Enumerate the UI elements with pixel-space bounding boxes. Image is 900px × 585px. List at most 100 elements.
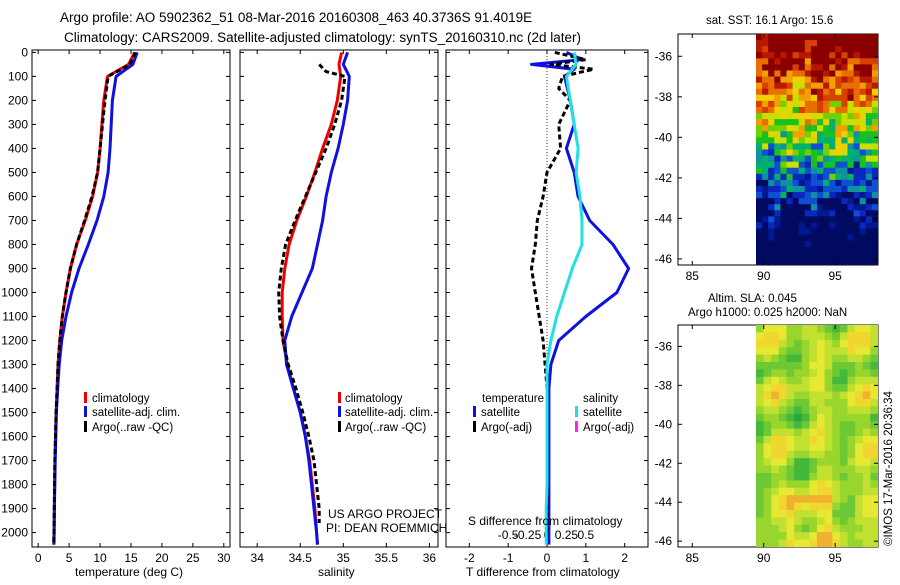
- sst-cell: [823, 143, 830, 151]
- sst-cell: [853, 125, 861, 132]
- sla-cell: [817, 450, 826, 459]
- sla-cell: [839, 369, 849, 378]
- sla-cell: [771, 502, 780, 511]
- sst-cell: [810, 100, 818, 108]
- sst-cell: [762, 173, 769, 181]
- sst-cell: [853, 131, 861, 138]
- sla-cell: [794, 465, 803, 474]
- sla-cell: [817, 376, 826, 385]
- sst-cell: [847, 40, 855, 47]
- map-x-tick-label: 90: [757, 551, 771, 565]
- sla-cell: [817, 495, 826, 504]
- sst-cell: [823, 131, 830, 138]
- sst-cell: [756, 94, 763, 102]
- sst-cell: [871, 185, 878, 193]
- sst-cell: [804, 258, 812, 265]
- sla-cell: [771, 413, 780, 422]
- sst-cell: [829, 34, 836, 41]
- sst-cell: [786, 137, 794, 145]
- figure-title-line1: Argo profile: AO 5902362_51 08-Mar-2016 …: [60, 10, 532, 25]
- sla-cell: [786, 517, 795, 526]
- sla-cell: [809, 495, 818, 504]
- sst-cell: [762, 161, 769, 169]
- sst-cell: [792, 58, 800, 65]
- sst-cell: [786, 40, 794, 47]
- sla-cell: [832, 384, 841, 393]
- sla-cell: [801, 539, 810, 547]
- sla-cell: [824, 369, 833, 378]
- sla-cell: [870, 339, 878, 348]
- sst-cell: [871, 64, 878, 72]
- sst-cell: [780, 246, 788, 254]
- salinity-series: [277, 51, 351, 545]
- sla-cell: [824, 376, 833, 385]
- sla-cell: [824, 443, 833, 452]
- sst-cell: [786, 143, 794, 151]
- sst-cell: [774, 216, 781, 224]
- sst-cell: [786, 167, 794, 175]
- sla-cell: [778, 502, 788, 511]
- sla-cell: [763, 362, 772, 370]
- sst-cell: [823, 119, 830, 126]
- sst-cell: [804, 34, 812, 41]
- sst-cell: [829, 234, 836, 242]
- sla-cell: [809, 450, 818, 459]
- sla-cell: [839, 376, 849, 385]
- sst-cell: [756, 137, 763, 145]
- sla-cell: [801, 465, 810, 474]
- sst-cell: [823, 52, 830, 59]
- sla-cell: [801, 524, 810, 533]
- sst-cell: [841, 210, 849, 217]
- sst-cell: [786, 94, 794, 102]
- sst-cell: [829, 167, 836, 175]
- legend-swatch-satellite: [338, 406, 341, 417]
- sst-cell: [756, 161, 763, 169]
- sla-cell: [832, 524, 841, 533]
- sst-cell: [762, 155, 769, 163]
- sst-cell: [798, 52, 806, 59]
- sla-cell: [839, 362, 849, 370]
- sst-cell: [762, 258, 769, 265]
- sst-cell: [865, 155, 873, 163]
- sst-cell: [810, 52, 818, 59]
- sst-cell: [756, 185, 763, 193]
- sla-cell: [794, 384, 803, 393]
- sst-cell: [804, 173, 812, 181]
- sst-cell: [817, 131, 824, 138]
- sla-cell: [855, 369, 864, 378]
- sla-cell: [870, 347, 878, 356]
- sst-cell: [756, 58, 763, 65]
- sst-cell: [768, 88, 775, 96]
- sst-cell: [804, 70, 812, 78]
- sst-cell: [810, 137, 818, 145]
- sla-cell: [855, 406, 864, 415]
- sst-cell: [786, 204, 794, 211]
- sla-cell: [786, 465, 795, 474]
- sst-cell: [853, 143, 861, 151]
- sst-cell: [810, 228, 818, 236]
- sst-cell: [841, 155, 849, 163]
- sst-cell: [865, 113, 873, 120]
- sla-cell: [839, 332, 849, 341]
- sla-cell: [809, 362, 818, 370]
- sst-cell: [798, 131, 806, 138]
- sst-cell: [804, 137, 812, 145]
- sst-cell: [762, 252, 769, 260]
- sla-cell: [870, 413, 878, 422]
- sla-cell: [817, 428, 826, 437]
- sla-cell: [771, 436, 780, 444]
- sst-cell: [871, 34, 878, 41]
- sla-cell: [771, 517, 780, 526]
- sst-cell: [871, 100, 878, 108]
- sla-cell: [870, 436, 878, 444]
- sla-cell: [824, 524, 833, 533]
- sst-cell: [786, 161, 794, 169]
- sst-cell: [859, 64, 867, 72]
- sla-cell: [756, 376, 765, 385]
- sla-cell: [763, 369, 772, 378]
- sst-cell: [762, 119, 769, 126]
- sst-cell: [798, 246, 806, 254]
- sla-cell: [862, 413, 871, 422]
- sla-cell: [832, 517, 841, 526]
- sst-cell: [810, 216, 818, 224]
